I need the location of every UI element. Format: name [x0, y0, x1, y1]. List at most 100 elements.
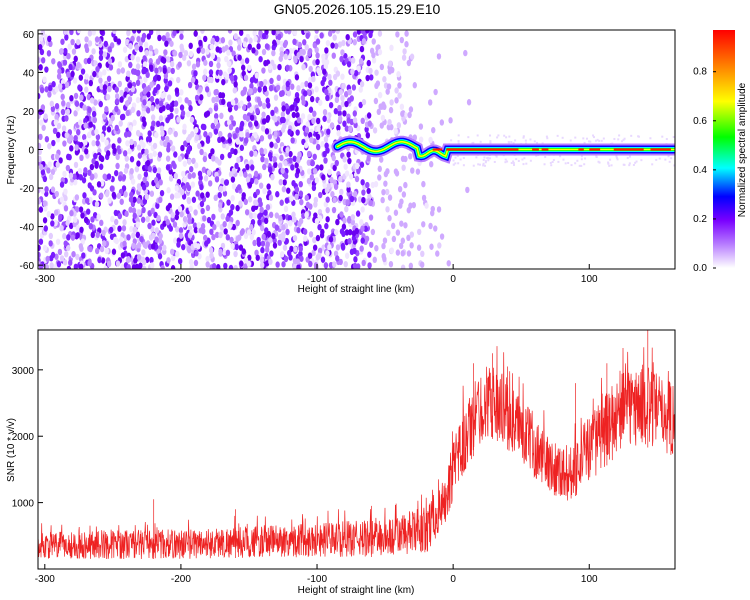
spectrogram-noise-dot — [112, 147, 117, 154]
spectrogram-noise-dot — [158, 179, 163, 186]
spectrogram-noise-dot — [365, 74, 370, 82]
colorbar-tick-label: 0.2 — [693, 214, 707, 225]
spectrogram-noise-dot — [145, 71, 150, 79]
spectrogram-noise-dot — [72, 77, 78, 84]
spectrogram-noise-dot — [383, 170, 389, 178]
spectrogram-noise-dot — [635, 160, 638, 163]
spectrogram-noise-dot — [325, 94, 330, 102]
spectrogram-noise-dot — [246, 260, 252, 267]
spectrogram-noise-dot — [256, 43, 261, 50]
spectrogram-noise-dot — [119, 89, 124, 97]
spectrogram-noise-dot — [124, 210, 129, 218]
spectrogram-noise-dot — [130, 106, 135, 114]
spectrogram-noise-dot — [302, 39, 307, 46]
spectrogram-noise-dot — [101, 229, 106, 237]
spectrogram-noise-dot — [388, 260, 394, 268]
spectrogram-noise-dot — [161, 35, 167, 42]
spectrogram-noise-dot — [331, 30, 336, 34]
spectrogram-noise-dot — [108, 226, 114, 234]
spectrogram-noise-dot — [285, 64, 290, 72]
spectrogram-noise-dot — [106, 126, 112, 133]
spectrogram-noise-dot — [99, 30, 104, 36]
spectrogram-noise-dot — [56, 73, 62, 80]
spectrogram-noise-dot — [271, 49, 276, 57]
spectrogram-noise-dot — [424, 202, 429, 209]
spectrogram-noise-dot — [322, 68, 327, 75]
spectrogram-noise-dot — [600, 139, 603, 142]
spectrogram-noise-dot — [412, 82, 417, 89]
spectrogram-noise-dot — [386, 83, 392, 90]
spectrogram-noise-dot — [260, 261, 265, 269]
spectrogram-noise-dot — [632, 163, 635, 166]
spectrogram-noise-dot — [248, 121, 253, 128]
spectrogram-noise-dot — [167, 80, 173, 87]
spectrogram-noise-dot — [651, 163, 654, 166]
spectrogram-noise-dot — [564, 162, 567, 165]
spectrogram-noise-dot — [247, 43, 253, 51]
spectrogram-noise-dot — [324, 88, 329, 96]
spectrogram-noise-dot — [607, 162, 610, 165]
spectrogram-noise-dot — [135, 231, 141, 239]
spectrogram-noise-dot — [164, 40, 169, 47]
spectrogram-noise-dot — [117, 148, 122, 155]
spectrogram-noise-dot — [218, 130, 223, 138]
spectrogram-noise-dot — [261, 32, 267, 40]
spectrogram-noise-dot — [265, 241, 270, 248]
spectrogram-noise-dot — [269, 141, 274, 148]
spectrogram-noise-dot — [99, 219, 104, 227]
spectrogram-noise-dot — [141, 32, 147, 40]
spectrogram-noise-dot — [304, 126, 310, 133]
spectrogram-noise-dot — [64, 81, 70, 89]
spectrogram-noise-dot — [61, 100, 66, 107]
spectrogram-noise-dot — [73, 110, 78, 117]
spectrogram-noise-dot — [489, 140, 492, 143]
spectrogram-noise-dot — [212, 223, 217, 231]
spectrogram-noise-dot — [359, 161, 365, 168]
spectrogram-noise-dot — [214, 176, 220, 183]
spectrogram-noise-dot — [75, 232, 80, 239]
spectrogram-noise-dot — [168, 175, 174, 182]
spectrogram-noise-dot — [233, 33, 238, 40]
spectrogram-noise-dot — [543, 163, 546, 166]
spectrogram-noise-dot — [44, 263, 50, 269]
spectrogram-noise-dot — [50, 186, 56, 193]
spectrogram-noise-dot — [279, 199, 284, 206]
spectrogram-noise-dot — [214, 231, 220, 239]
spectrogram-noise-dot — [312, 153, 317, 161]
spectrogram-noise-dot — [47, 142, 52, 150]
spectrogram-noise-dot — [339, 188, 344, 196]
spectrogram-noise-dot — [136, 254, 142, 261]
spectrogram-noise-dot — [150, 207, 155, 215]
spectrogram-noise-dot — [117, 61, 123, 68]
spectrogram-noise-dot — [345, 199, 350, 206]
spectrogram-noise-dot — [307, 113, 312, 121]
spectrogram-noise-dot — [340, 100, 346, 108]
spectrogram-noise-dot — [121, 225, 127, 232]
spectrogram-noise-dot — [68, 172, 74, 179]
spectrogram-noise-dot — [142, 61, 148, 68]
spectrogram-noise-dot — [68, 259, 73, 266]
spectrogram-noise-dot — [315, 52, 320, 59]
spectrogram-noise-dot — [281, 224, 286, 231]
spectrogram-noise-dot — [338, 194, 343, 202]
spectrogram-noise-dot — [174, 226, 180, 233]
spectrogram-noise-dot — [377, 48, 383, 56]
spectrogram-noise-dot — [114, 98, 120, 105]
spectrogram-noise-dot — [350, 68, 355, 75]
spectrogram-noise-dot — [64, 131, 69, 139]
spectrogram-noise-dot — [48, 173, 54, 181]
spectrogram-noise-dot — [390, 222, 396, 230]
spectrogram-noise-dot — [235, 235, 241, 242]
spectrogram-noise-dot — [197, 170, 203, 177]
spectrogram-noise-dot — [78, 174, 84, 181]
spectrogram-noise-dot — [386, 123, 392, 131]
spectrogram-noise-dot — [201, 166, 207, 174]
spectrogram-noise-dot — [154, 131, 159, 139]
spectrogram-noise-dot — [157, 151, 163, 158]
spectrogram-noise-dot — [203, 68, 208, 75]
spectrogram-noise-dot — [233, 250, 238, 258]
spectrogram-noise-dot — [119, 236, 124, 243]
spectrogram-noise-dot — [466, 99, 472, 106]
spectrogram-noise-dot — [211, 233, 216, 241]
spectrogram-noise-dot — [401, 191, 407, 198]
